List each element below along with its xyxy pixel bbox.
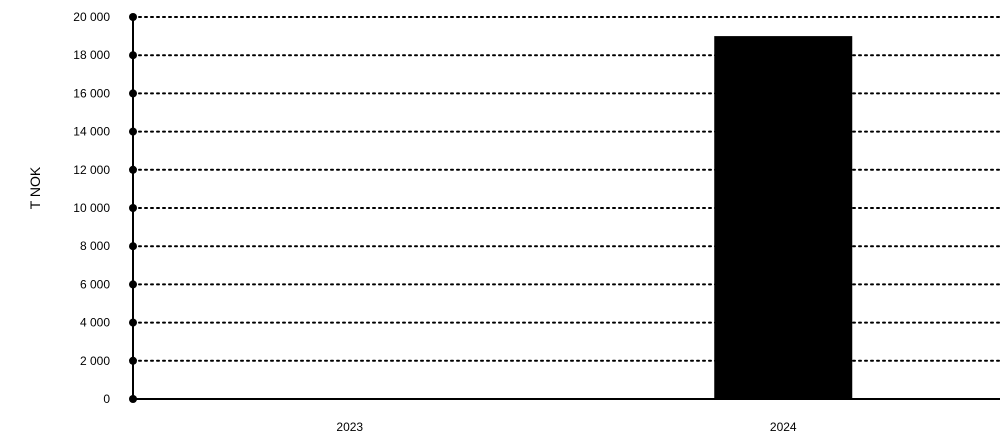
y-tick-dot [129, 165, 137, 174]
y-tick-label: 2 000 [80, 354, 110, 368]
y-tick-dot [129, 13, 137, 21]
y-tick-label: 6 000 [80, 277, 110, 291]
y-tick-label: 12 000 [73, 163, 110, 177]
bars [714, 36, 853, 399]
axes [129, 13, 1000, 403]
y-tick-dot [129, 51, 137, 60]
y-tick-label: 8 000 [80, 239, 110, 253]
y-tick-label: 18 000 [73, 48, 110, 62]
y-tick-label: 0 [103, 392, 110, 406]
y-tick-dot [129, 242, 137, 251]
y-tick-label: 10 000 [73, 201, 110, 215]
y-tick-dot [129, 395, 137, 403]
y-tick-dot [129, 204, 137, 212]
x-tick-label: 2023 [336, 420, 363, 434]
y-tick-label: 20 000 [73, 10, 110, 24]
y-tick-label: 4 000 [80, 316, 110, 330]
tick-labels: 2023 2024 0 2 000 4 000 6 000 8 000 10 000 12 00… [73, 10, 797, 434]
y-tick-dot [129, 89, 137, 98]
y-tick-dot [129, 318, 137, 327]
y-tick-dot [129, 127, 137, 136]
y-tick-label: 16 000 [73, 86, 110, 100]
x-tick-label: 2024 [770, 420, 797, 434]
y-tick-label: 14 000 [73, 125, 110, 139]
bar-2024 [714, 36, 853, 399]
grid-lines [132, 16, 1000, 362]
y-tick-dot [129, 280, 137, 289]
y-tick-dot [129, 356, 137, 365]
y-axis-title: T NOK [27, 166, 43, 209]
